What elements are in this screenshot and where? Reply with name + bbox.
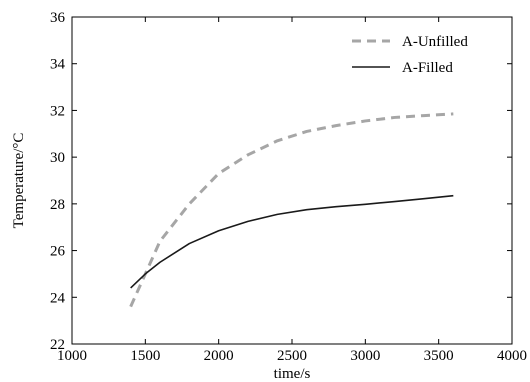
y-tick-label: 26 (50, 244, 66, 260)
series-layer (129, 112, 454, 308)
series-line-a-filled (130, 194, 454, 289)
y-tick-label: 24 (50, 290, 66, 306)
y-tick-label: 30 (50, 150, 65, 166)
x-tick-label: 1000 (57, 348, 87, 364)
x-tick-label: 1500 (130, 348, 160, 364)
ticks-layer: 1000 1500 2000 2500 3000 3500 4000 22 24 26 28 30 32… (50, 10, 527, 364)
y-tick-label: 34 (50, 57, 66, 73)
series-line-a-unfilled (129, 112, 454, 308)
y-axis-title: Temperature/°C (11, 133, 27, 229)
y-tick-label: 36 (50, 10, 66, 26)
x-tick-label: 2500 (277, 348, 307, 364)
y-tick-label: 22 (50, 337, 65, 353)
y-tick-label: 28 (50, 197, 65, 213)
x-tick-label: 4000 (497, 348, 527, 364)
legend: A-Unfilled A-Filled (352, 34, 468, 76)
x-tick-label: 3000 (350, 348, 380, 364)
legend-label: A-Filled (402, 60, 453, 76)
y-tick-label: 32 (50, 103, 65, 119)
legend-label: A-Unfilled (402, 34, 468, 50)
x-axis-title: time/s (274, 366, 311, 382)
x-tick-label: 3500 (424, 348, 454, 364)
x-tick-label: 2000 (204, 348, 234, 364)
